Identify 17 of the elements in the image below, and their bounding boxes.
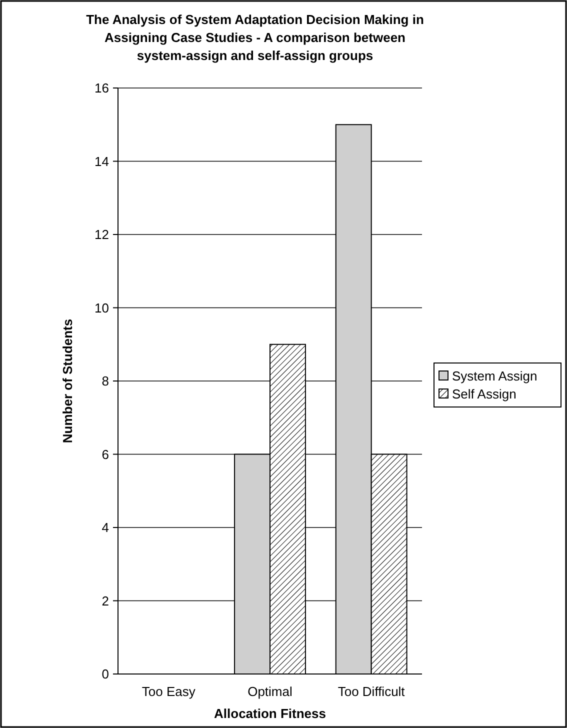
- y-tick-label: 4: [102, 520, 109, 536]
- x-tick-label: Too Easy: [142, 684, 196, 699]
- legend-label: Self Assign: [452, 386, 516, 402]
- x-tick-label: Too Difficult: [338, 684, 406, 699]
- chart-title: The Analysis of System Adaptation Decision Making in Assigning Case Studies - A comparison between system-assign and self-assign groups: [86, 12, 424, 63]
- x-axis-title: Allocation Fitness: [214, 706, 326, 721]
- legend-label: System Assign: [452, 368, 538, 384]
- y-tick-label: 0: [102, 666, 109, 682]
- y-tick-label: 8: [102, 374, 109, 389]
- y-tick-label: 16: [94, 80, 109, 96]
- y-tick-label: 12: [94, 227, 109, 242]
- y-tick-label: 10: [94, 300, 109, 316]
- y-tick-label: 2: [102, 593, 109, 608]
- y-tick-label: 14: [94, 154, 109, 169]
- y-tick-label: 6: [102, 446, 109, 462]
- x-tick-label: Optimal: [248, 684, 292, 699]
- y-axis-title: Number of Students: [60, 318, 75, 444]
